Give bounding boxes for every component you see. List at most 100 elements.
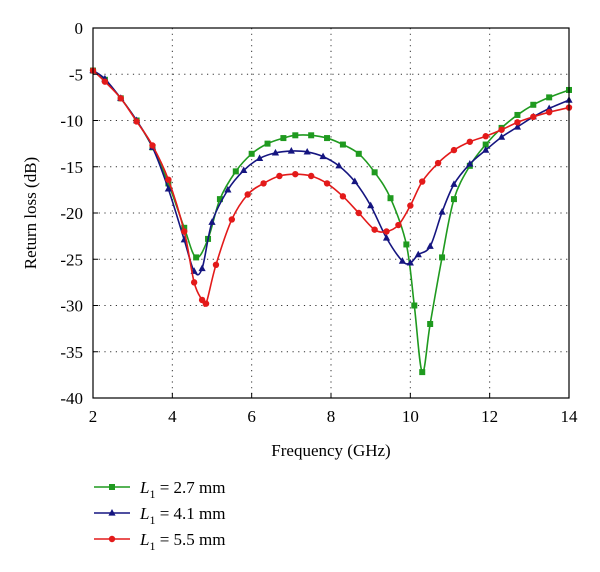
data-point (545, 108, 553, 116)
data-point (398, 257, 406, 264)
y-tick-label: -35 (60, 343, 83, 362)
data-point (271, 148, 280, 156)
data-point (303, 147, 311, 155)
data-point (224, 185, 232, 193)
data-point (450, 196, 457, 203)
data-point (335, 161, 343, 169)
y-tick-label: -30 (60, 297, 83, 316)
data-point (438, 208, 446, 215)
data-point (383, 228, 390, 235)
data-point (419, 369, 426, 376)
legend-marker (108, 535, 116, 543)
data-point (411, 302, 418, 309)
legend-label: L1 = 2.7 mm (139, 478, 226, 501)
data-series (89, 66, 573, 376)
y-tick-label: -25 (60, 250, 83, 269)
data-point (164, 184, 172, 192)
data-point (319, 152, 327, 160)
data-point (248, 150, 255, 157)
x-tick-label: 4 (168, 407, 177, 426)
data-point (427, 321, 434, 327)
data-point (181, 224, 188, 231)
x-tick-label: 10 (402, 407, 419, 426)
data-point (466, 159, 474, 167)
data-point (323, 180, 331, 187)
data-point (339, 141, 346, 148)
data-point (367, 201, 375, 209)
data-point (149, 142, 156, 149)
data-point (407, 202, 414, 209)
data-point (133, 118, 140, 125)
y-tick-label: -10 (60, 112, 83, 131)
data-point (216, 196, 223, 203)
data-point (387, 195, 394, 202)
data-point (339, 193, 347, 200)
legend-value: = 2.7 mm (155, 478, 225, 497)
data-point (228, 216, 236, 223)
data-point (193, 254, 200, 261)
legend-var: L (139, 478, 149, 497)
data-point (530, 113, 537, 121)
data-point (482, 133, 489, 140)
data-point (181, 228, 188, 235)
data-point (403, 241, 410, 248)
y-tick-label: -20 (60, 204, 83, 223)
data-point (546, 94, 553, 101)
data-point (287, 147, 295, 154)
x-tick-label: 2 (89, 407, 98, 426)
legend-value: = 5.5 mm (155, 530, 225, 549)
data-point (165, 176, 172, 183)
data-point (351, 177, 359, 185)
data-point (355, 150, 362, 157)
data-point (355, 209, 362, 217)
data-point (514, 119, 521, 126)
legend-subscript: 1 (149, 513, 155, 527)
x-tick-label: 12 (481, 407, 498, 426)
data-point (382, 233, 391, 241)
tick-labels: 2 4 6 8 10 12 14 0 -5 -10 -15 -20 -25 -30 -35 -40 (60, 19, 578, 426)
data-point (513, 122, 522, 130)
x-axis-label: Frequency (GHz) (271, 441, 390, 460)
data-point (371, 169, 378, 176)
legend-marker (109, 484, 115, 490)
legend-entry-l1-5-5mm: L1 = 5.5 mm (94, 530, 226, 553)
data-point (434, 159, 442, 167)
legend-var: L (139, 504, 149, 523)
data-point (371, 226, 378, 233)
data-point (260, 180, 267, 187)
y-tick-label: -40 (60, 389, 83, 408)
legend-label: L1 = 4.1 mm (139, 504, 226, 527)
x-tick-label: 14 (561, 407, 579, 426)
series-line-l1-2-7mm (92, 69, 570, 373)
y-tick-label: 0 (75, 19, 84, 38)
data-point (202, 300, 210, 307)
data-point (264, 140, 271, 147)
data-point (530, 101, 537, 108)
legend-var: L (139, 530, 149, 549)
data-point (308, 132, 315, 139)
data-point (439, 254, 446, 261)
legend-subscript: 1 (149, 487, 155, 501)
y-tick-label: -5 (69, 65, 83, 84)
data-point (244, 191, 251, 198)
data-point (482, 141, 489, 148)
data-point (406, 258, 414, 266)
data-point (190, 279, 198, 286)
data-point (450, 180, 458, 187)
y-axis-label: Return loss (dB) (21, 157, 40, 269)
grid-lines (93, 28, 569, 398)
data-point (498, 126, 505, 133)
data-point (292, 170, 299, 178)
data-point (426, 242, 434, 249)
legend-marker (108, 509, 116, 516)
data-point (414, 250, 422, 258)
series-line-l1-4-1mm (92, 69, 570, 276)
data-point (101, 78, 109, 85)
x-tick-label: 6 (247, 407, 256, 426)
data-point (466, 138, 474, 145)
data-point (514, 111, 521, 118)
data-point (482, 146, 490, 153)
